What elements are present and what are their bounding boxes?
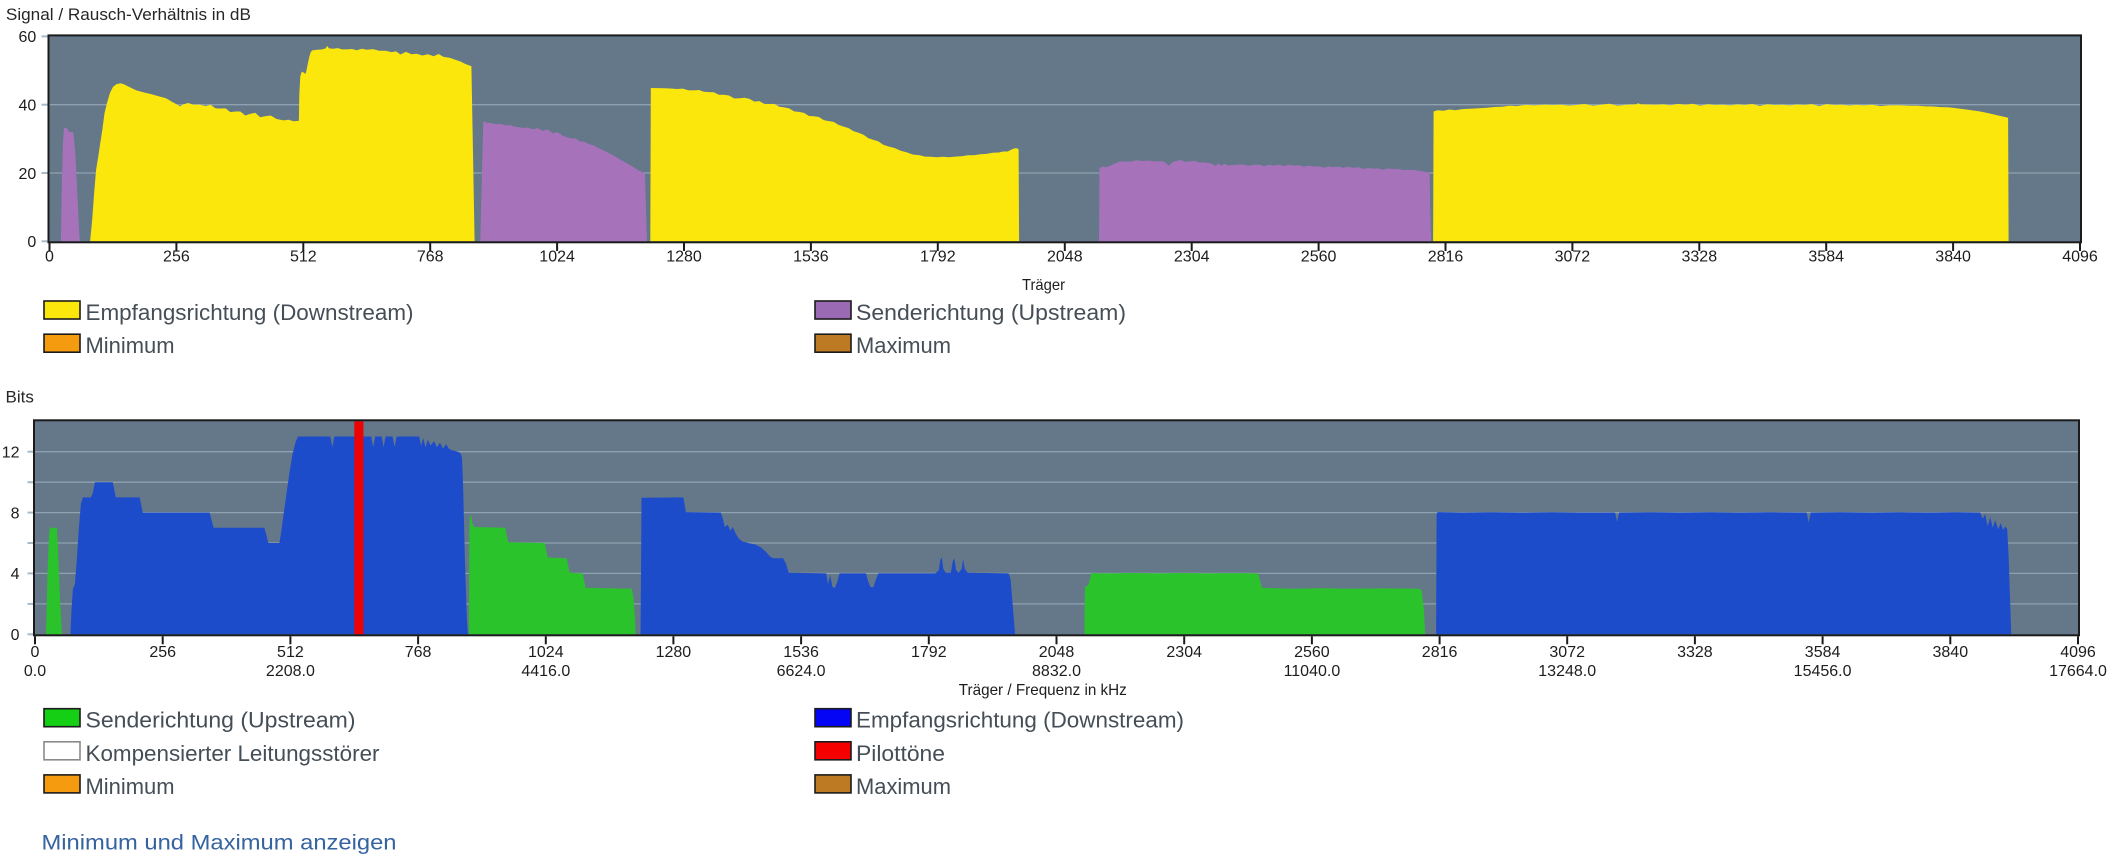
svg-text:1024: 1024: [539, 248, 575, 265]
svg-text:512: 512: [290, 248, 317, 265]
svg-text:1280: 1280: [666, 248, 702, 265]
svg-text:Träger: Träger: [1022, 277, 1066, 294]
svg-text:Senderichtung (Upstream): Senderichtung (Upstream): [856, 300, 1126, 325]
svg-text:2304: 2304: [1166, 644, 1202, 661]
svg-text:4096: 4096: [2060, 644, 2096, 661]
svg-text:40: 40: [19, 98, 37, 115]
svg-text:0: 0: [45, 248, 54, 265]
svg-text:11040.0: 11040.0: [1284, 663, 1341, 680]
svg-text:4096: 4096: [2062, 248, 2098, 265]
svg-text:Maximum: Maximum: [856, 774, 951, 799]
svg-text:3072: 3072: [1555, 248, 1591, 265]
svg-text:0.0: 0.0: [24, 663, 46, 680]
svg-text:3328: 3328: [1677, 644, 1713, 661]
svg-text:2816: 2816: [1428, 248, 1464, 265]
svg-text:Pilottöne: Pilottöne: [856, 741, 945, 766]
svg-text:Minimum: Minimum: [86, 333, 175, 358]
svg-text:Maximum: Maximum: [856, 333, 951, 358]
svg-text:2560: 2560: [1301, 248, 1337, 265]
svg-text:2304: 2304: [1174, 248, 1210, 265]
svg-text:512: 512: [277, 644, 304, 661]
svg-text:Senderichtung (Upstream): Senderichtung (Upstream): [86, 708, 356, 733]
svg-text:Kompensierter Leitungsstörer: Kompensierter Leitungsstörer: [86, 741, 380, 766]
svg-text:3328: 3328: [1682, 248, 1718, 265]
svg-text:1024: 1024: [528, 644, 564, 661]
svg-text:1536: 1536: [793, 248, 829, 265]
svg-text:2560: 2560: [1294, 644, 1330, 661]
svg-text:3840: 3840: [1935, 248, 1971, 265]
svg-text:12: 12: [2, 445, 20, 462]
svg-text:4: 4: [11, 566, 20, 583]
svg-text:Träger / Frequenz in kHz: Träger / Frequenz in kHz: [959, 682, 1127, 699]
svg-text:3584: 3584: [1808, 248, 1844, 265]
svg-text:8: 8: [11, 505, 20, 522]
svg-text:6624.0: 6624.0: [777, 663, 826, 680]
svg-text:Empfangsrichtung (Downstream): Empfangsrichtung (Downstream): [86, 300, 414, 325]
svg-text:768: 768: [405, 644, 432, 661]
svg-text:3840: 3840: [1933, 644, 1969, 661]
svg-text:768: 768: [417, 248, 444, 265]
svg-text:256: 256: [163, 248, 190, 265]
svg-text:0: 0: [31, 644, 40, 661]
svg-text:20: 20: [19, 166, 37, 183]
svg-text:1792: 1792: [920, 248, 956, 265]
svg-text:2816: 2816: [1422, 644, 1458, 661]
svg-text:0: 0: [27, 234, 36, 251]
svg-text:Bits: Bits: [6, 388, 34, 407]
svg-text:2208.0: 2208.0: [266, 663, 315, 680]
svg-text:15456.0: 15456.0: [1794, 663, 1852, 680]
svg-text:17664.0: 17664.0: [2049, 663, 2107, 680]
svg-text:1536: 1536: [783, 644, 819, 661]
svg-text:13248.0: 13248.0: [1538, 663, 1596, 680]
svg-text:2048: 2048: [1047, 248, 1083, 265]
svg-text:3072: 3072: [1549, 644, 1585, 661]
svg-text:4416.0: 4416.0: [521, 663, 570, 680]
svg-text:0: 0: [11, 627, 20, 644]
svg-text:2048: 2048: [1039, 644, 1075, 661]
svg-text:3584: 3584: [1805, 644, 1841, 661]
svg-text:Minimum und Maximum anzeigen: Minimum und Maximum anzeigen: [42, 830, 397, 854]
svg-text:256: 256: [149, 644, 176, 661]
svg-text:8832.0: 8832.0: [1032, 663, 1081, 680]
svg-text:Signal / Rausch-Verhältnis in: Signal / Rausch-Verhältnis in dB: [6, 5, 251, 24]
svg-text:60: 60: [19, 29, 37, 46]
svg-text:1280: 1280: [656, 644, 692, 661]
svg-text:1792: 1792: [911, 644, 947, 661]
svg-text:Minimum: Minimum: [86, 774, 175, 799]
svg-text:Empfangsrichtung (Downstream): Empfangsrichtung (Downstream): [856, 708, 1184, 733]
